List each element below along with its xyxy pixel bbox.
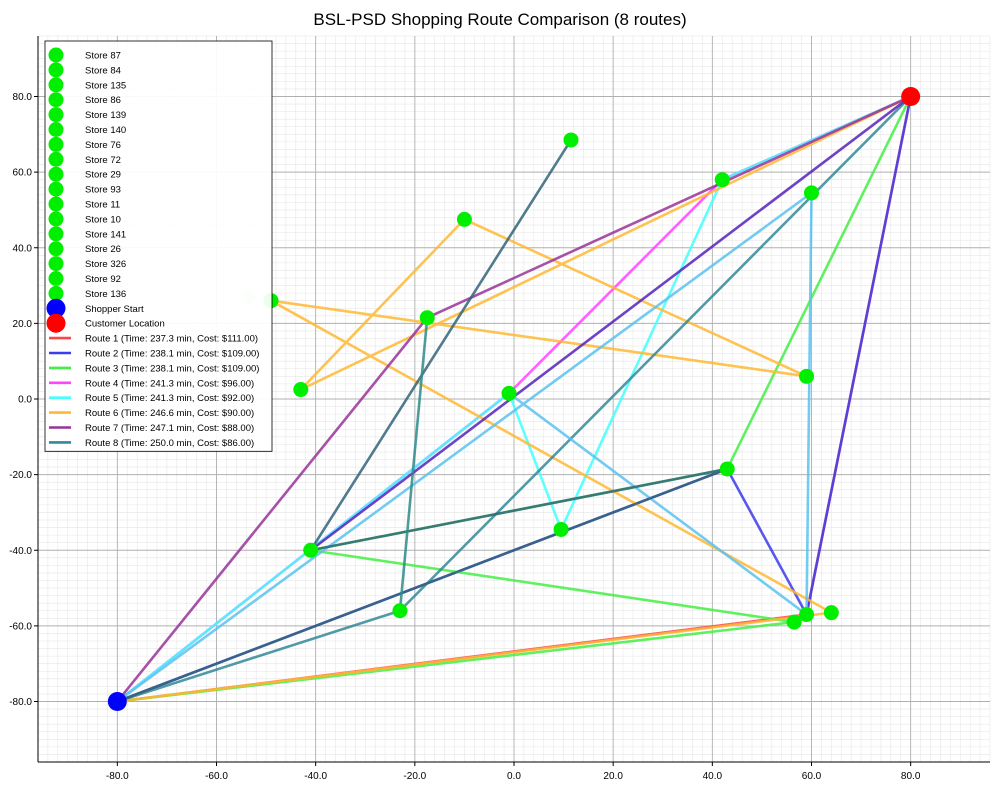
x-tick-label: -20.0 <box>403 771 426 782</box>
legend-label: Store 72 <box>85 155 121 166</box>
legend-label: Route 8 (Time: 250.0 min, Cost: $86.00) <box>85 438 254 449</box>
legend-label: Shopper Start <box>85 304 144 315</box>
legend-marker <box>48 47 64 63</box>
legend-label: Store 26 <box>85 244 121 255</box>
legend-label: Store 86 <box>85 95 121 106</box>
store-marker <box>799 607 815 623</box>
x-tick-label: 0.0 <box>507 771 521 782</box>
legend-marker <box>46 298 66 318</box>
legend-marker <box>48 271 64 286</box>
store-marker <box>392 603 408 619</box>
y-tick-label: -80.0 <box>9 697 32 708</box>
shopper-start-marker <box>107 692 127 711</box>
legend-marker <box>48 196 64 212</box>
legend-marker <box>48 62 64 78</box>
legend-label: Route 2 (Time: 238.1 min, Cost: $109.00) <box>85 349 259 360</box>
legend-marker <box>48 92 64 108</box>
legend-box <box>44 40 273 452</box>
legend-marker <box>48 151 64 167</box>
store-marker <box>799 368 815 384</box>
x-tick-label: 40.0 <box>703 771 723 782</box>
legend-label: Store 93 <box>85 185 121 196</box>
legend-label: Store 136 <box>85 289 126 300</box>
x-tick-label: 60.0 <box>802 771 822 782</box>
store-marker <box>553 521 569 537</box>
y-tick-label: 0.0 <box>18 395 32 406</box>
store-marker <box>714 172 730 188</box>
store-marker <box>456 211 472 227</box>
legend: Store 87 Store 84 Store 135 Store 86 Store 1… <box>44 40 273 452</box>
route-segment-line <box>309 138 573 552</box>
legend-marker <box>48 211 64 227</box>
route-segment-line <box>398 316 429 613</box>
legend-label: Store 141 <box>85 229 126 240</box>
y-tick-label: -20.0 <box>9 470 32 481</box>
x-tick-label: 80.0 <box>901 771 921 782</box>
legend-label: Store 76 <box>85 140 121 151</box>
x-tick-label: -60.0 <box>205 771 228 782</box>
legend-label: Route 5 (Time: 241.3 min, Cost: $92.00) <box>85 393 254 404</box>
legend-marker <box>48 256 64 272</box>
legend-marker <box>48 122 64 137</box>
legend-label: Store 326 <box>85 259 126 270</box>
legend-label: Store 29 <box>85 170 121 181</box>
legend-marker <box>46 313 66 333</box>
y-tick-label: 80.0 <box>13 92 33 103</box>
store-marker <box>563 132 579 148</box>
legend-label: Route 4 (Time: 241.3 min, Cost: $96.00) <box>85 378 254 389</box>
legend-marker <box>48 136 64 152</box>
store-marker <box>786 614 802 630</box>
legend-label: Route 7 (Time: 247.1 min, Cost: $88.00) <box>85 423 254 434</box>
legend-marker <box>48 181 64 197</box>
legend-marker <box>48 107 64 123</box>
store-marker <box>804 185 819 201</box>
legend-label: Customer Location <box>85 319 165 330</box>
x-tick-label: 20.0 <box>603 771 623 782</box>
store-marker <box>419 310 435 326</box>
legend-label: Store 11 <box>85 200 120 211</box>
legend-marker <box>48 166 64 182</box>
legend-label: Store 139 <box>85 110 126 121</box>
legend-marker <box>48 241 64 257</box>
x-tick-label: -80.0 <box>106 771 129 782</box>
legend-label: Store 135 <box>85 80 126 91</box>
chart-title: BSL-PSD Shopping Route Comparison (8 rou… <box>313 10 687 29</box>
legend-label: Store 84 <box>85 65 121 76</box>
customer-location-marker <box>901 87 921 106</box>
store-marker <box>823 605 839 621</box>
store-marker <box>501 385 517 401</box>
y-tick-label: 20.0 <box>13 319 33 330</box>
route-segment-line <box>309 95 912 552</box>
legend-marker <box>48 226 64 242</box>
legend-label: Store 140 <box>85 125 126 136</box>
y-tick-label: 40.0 <box>13 243 33 254</box>
y-tick-label: 60.0 <box>13 168 33 179</box>
legend-label: Route 1 (Time: 237.3 min, Cost: $111.00) <box>85 334 258 345</box>
x-tick-label: -40.0 <box>304 771 327 782</box>
route-segment-line <box>116 191 813 703</box>
store-marker <box>719 461 735 477</box>
y-tick-label: -60.0 <box>9 621 32 632</box>
store-marker <box>293 382 309 398</box>
legend-label: Store 92 <box>85 274 121 285</box>
legend-label: Route 6 (Time: 246.6 min, Cost: $90.00) <box>85 408 254 419</box>
legend-marker <box>48 77 64 93</box>
legend-marker <box>48 285 64 301</box>
legend-label: Store 87 <box>85 51 121 62</box>
store-marker <box>303 542 319 558</box>
legend-label: Route 3 (Time: 238.1 min, Cost: $109.00) <box>85 363 259 374</box>
legend-label: Store 10 <box>85 214 121 225</box>
y-tick-label: -40.0 <box>9 546 32 557</box>
